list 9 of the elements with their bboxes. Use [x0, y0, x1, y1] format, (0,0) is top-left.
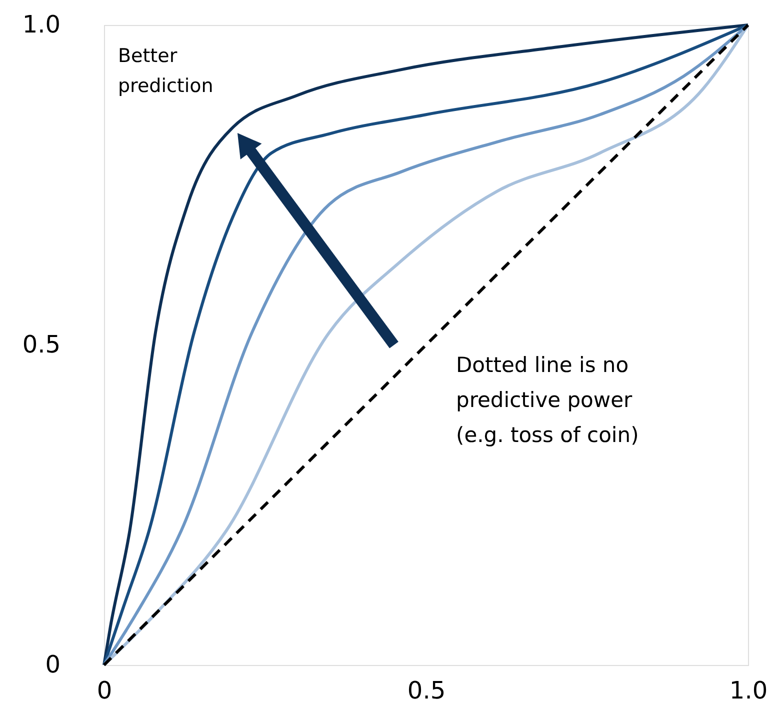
x-tick-label: 0.5: [407, 676, 446, 704]
y-tick-label: 1.0: [22, 10, 60, 38]
y-tick-label: 0.5: [22, 330, 60, 358]
y-tick-label: 0: [45, 650, 60, 678]
x-tick-label: 1.0: [729, 676, 768, 704]
annotation: Better prediction: [118, 45, 214, 97]
x-tick-label: 0: [96, 676, 112, 704]
line-series: [102, 24, 750, 666]
annotation: Dotted line is no predictive power (e.g. toss of coin): [456, 353, 639, 447]
